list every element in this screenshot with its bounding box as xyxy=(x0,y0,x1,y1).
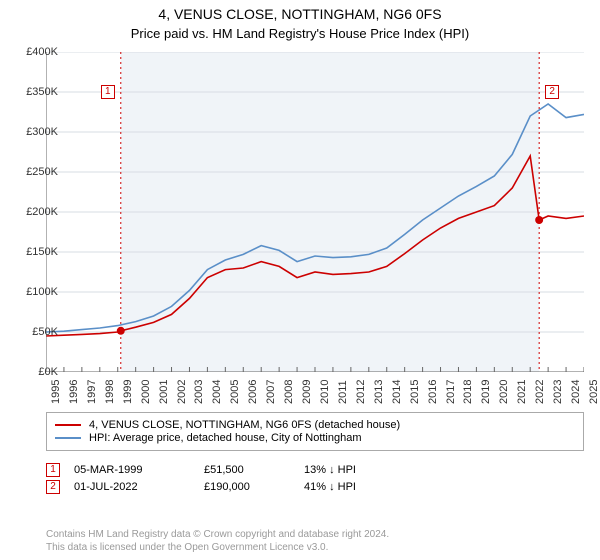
x-tick-label: 1995 xyxy=(50,380,62,404)
y-tick-label: £300K xyxy=(26,126,58,138)
x-tick-label: 1997 xyxy=(86,380,98,404)
y-tick-label: £150K xyxy=(26,246,58,258)
x-tick-label: 2004 xyxy=(211,380,223,404)
x-tick-label: 2006 xyxy=(247,380,259,404)
x-tick-label: 2003 xyxy=(193,380,205,404)
legend-label-1: 4, VENUS CLOSE, NOTTINGHAM, NG6 0FS (det… xyxy=(89,419,400,431)
chart-svg xyxy=(46,52,584,372)
y-tick-label: £250K xyxy=(26,166,58,178)
sale-date-1: 05-MAR-1999 xyxy=(74,464,204,476)
title-block: 4, VENUS CLOSE, NOTTINGHAM, NG6 0FS Pric… xyxy=(0,0,600,43)
y-tick-label: £100K xyxy=(26,286,58,298)
x-tick-label: 2017 xyxy=(445,380,457,404)
sale-price-1: £51,500 xyxy=(204,464,304,476)
legend-swatch-2 xyxy=(55,437,81,439)
sales-table: 1 05-MAR-1999 £51,500 13% ↓ HPI 2 01-JUL… xyxy=(46,460,424,497)
legend-label-2: HPI: Average price, detached house, City… xyxy=(89,432,362,444)
x-tick-label: 2007 xyxy=(265,380,277,404)
x-tick-label: 2022 xyxy=(534,380,546,404)
chart-sale-marker-1: 1 xyxy=(101,85,115,99)
x-tick-label: 2020 xyxy=(498,380,510,404)
x-tick-label: 2023 xyxy=(552,380,564,404)
sale-row-1: 1 05-MAR-1999 £51,500 13% ↓ HPI xyxy=(46,463,424,477)
x-tick-label: 2002 xyxy=(176,380,188,404)
x-tick-label: 2012 xyxy=(355,380,367,404)
x-tick-label: 2000 xyxy=(140,380,152,404)
sale-delta-1: 13% ↓ HPI xyxy=(304,464,424,476)
y-tick-label: £400K xyxy=(26,46,58,58)
x-tick-label: 2001 xyxy=(158,380,170,404)
x-tick-label: 1996 xyxy=(68,380,80,404)
sale-date-2: 01-JUL-2022 xyxy=(74,481,204,493)
x-tick-label: 1999 xyxy=(122,380,134,404)
y-tick-label: £200K xyxy=(26,206,58,218)
sale-delta-2: 41% ↓ HPI xyxy=(304,481,424,493)
chart-area xyxy=(46,52,584,372)
sale-price-2: £190,000 xyxy=(204,481,304,493)
x-tick-label: 2013 xyxy=(373,380,385,404)
x-tick-label: 2010 xyxy=(319,380,331,404)
legend-item-1: 4, VENUS CLOSE, NOTTINGHAM, NG6 0FS (det… xyxy=(55,419,575,431)
x-tick-label: 2016 xyxy=(427,380,439,404)
legend-item-2: HPI: Average price, detached house, City… xyxy=(55,432,575,444)
x-tick-label: 2021 xyxy=(516,380,528,404)
x-tick-label: 1998 xyxy=(104,380,116,404)
sale-marker-1: 1 xyxy=(46,463,60,477)
footer: Contains HM Land Registry data © Crown c… xyxy=(46,528,588,554)
x-tick-label: 2019 xyxy=(480,380,492,404)
x-tick-label: 2009 xyxy=(301,380,313,404)
y-tick-label: £350K xyxy=(26,86,58,98)
footer-line-1: Contains HM Land Registry data © Crown c… xyxy=(46,528,588,541)
x-tick-label: 2024 xyxy=(570,380,582,404)
x-tick-label: 2008 xyxy=(283,380,295,404)
y-tick-label: £0K xyxy=(38,366,58,378)
x-tick-label: 2018 xyxy=(462,380,474,404)
x-tick-label: 2015 xyxy=(409,380,421,404)
legend: 4, VENUS CLOSE, NOTTINGHAM, NG6 0FS (det… xyxy=(46,412,584,451)
y-tick-label: £50K xyxy=(32,326,58,338)
x-tick-label: 2014 xyxy=(391,380,403,404)
chart-sale-marker-2: 2 xyxy=(545,85,559,99)
x-tick-label: 2011 xyxy=(337,380,349,404)
address-title: 4, VENUS CLOSE, NOTTINGHAM, NG6 0FS xyxy=(0,6,600,22)
subtitle: Price paid vs. HM Land Registry's House … xyxy=(0,26,600,41)
legend-swatch-1 xyxy=(55,424,81,426)
sale-row-2: 2 01-JUL-2022 £190,000 41% ↓ HPI xyxy=(46,480,424,494)
sale-marker-2: 2 xyxy=(46,480,60,494)
x-tick-label: 2025 xyxy=(588,380,600,404)
x-tick-label: 2005 xyxy=(229,380,241,404)
footer-line-2: This data is licensed under the Open Gov… xyxy=(46,541,588,554)
chart-container: 4, VENUS CLOSE, NOTTINGHAM, NG6 0FS Pric… xyxy=(0,0,600,560)
